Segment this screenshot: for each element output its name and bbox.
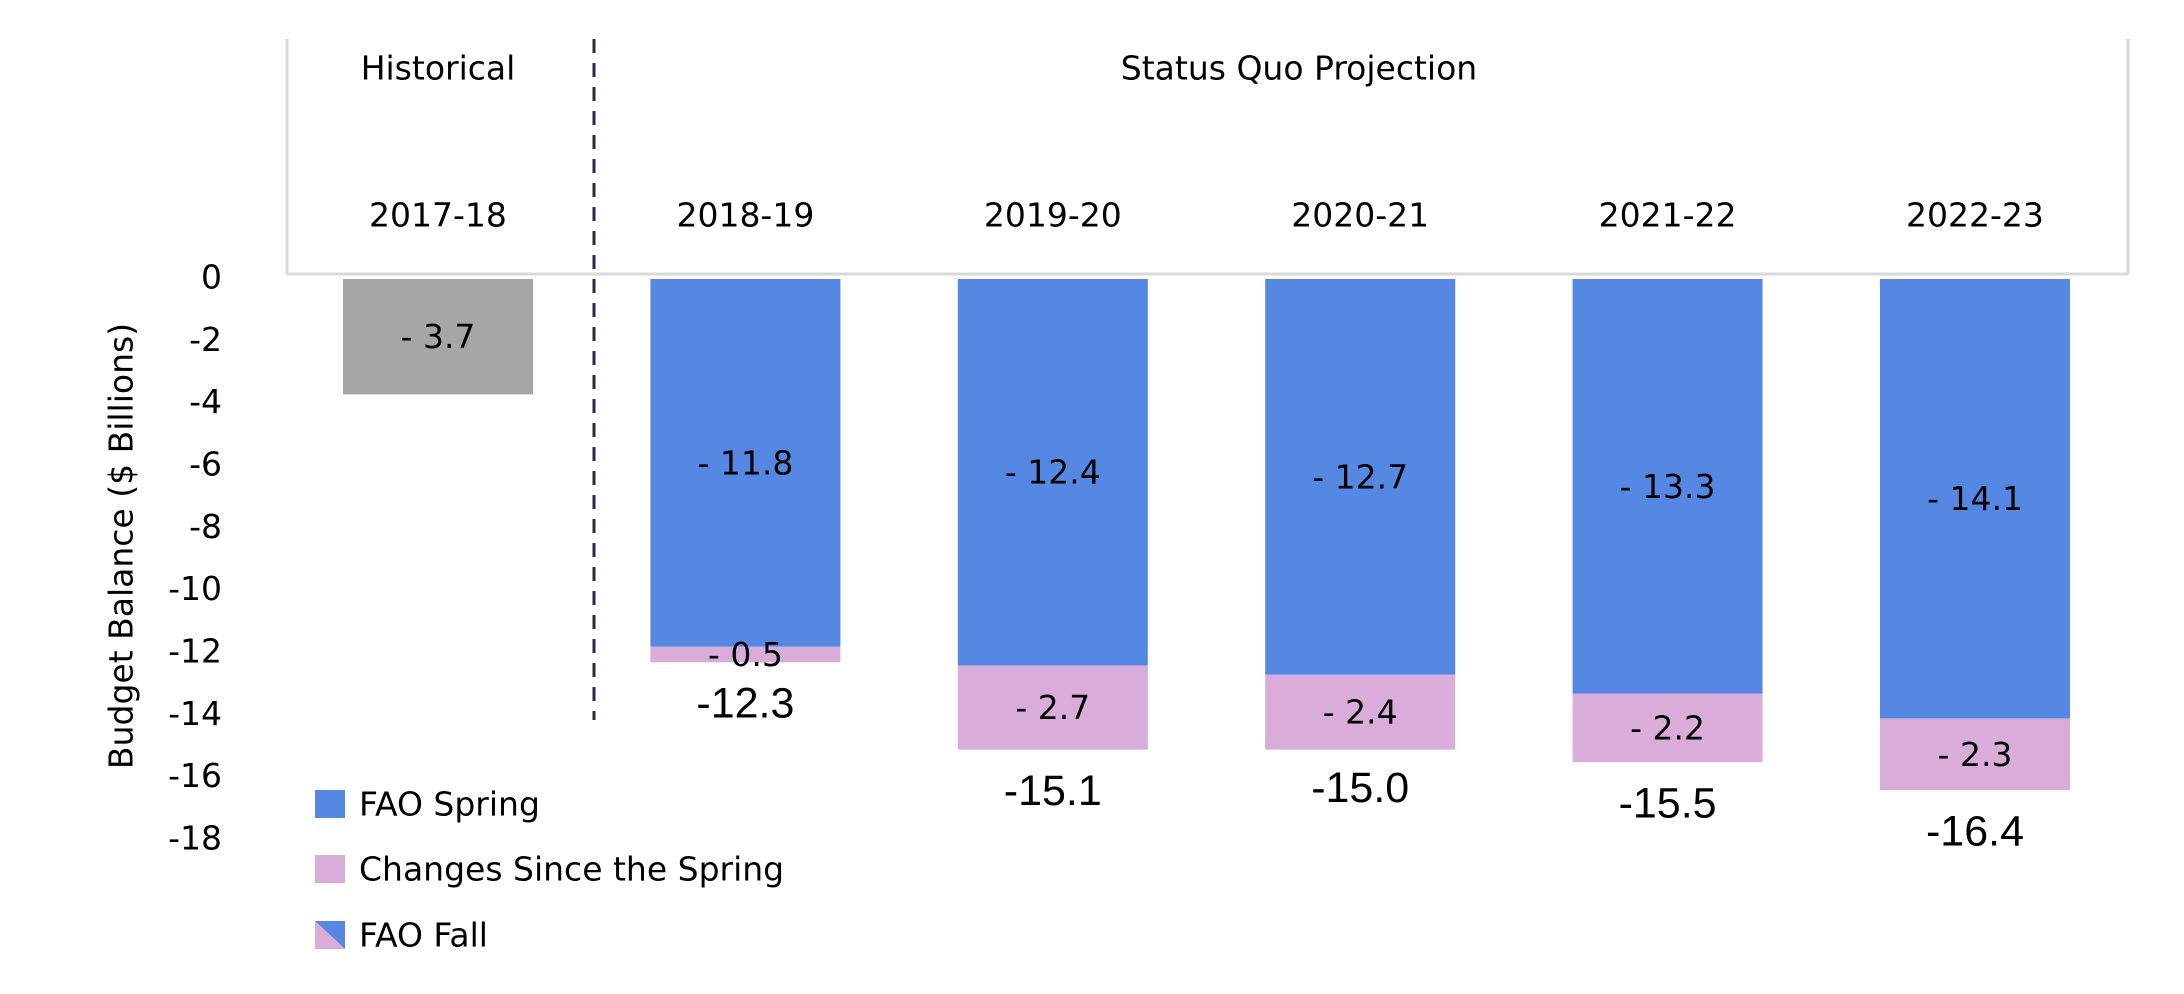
data-label: - 12.7: [1312, 457, 1408, 496]
legend-swatch: [315, 921, 345, 949]
legend-label: Changes Since the Spring: [359, 850, 784, 889]
y-axis-title: Budget Balance ($ Billions): [102, 323, 141, 769]
total-label: -15.5: [1619, 779, 1717, 827]
legend-swatch: [315, 855, 345, 883]
legend-label: FAO Spring: [359, 785, 540, 824]
section-label: Historical: [361, 49, 516, 88]
data-label: - 13.3: [1620, 467, 1716, 506]
data-label: - 2.2: [1630, 708, 1705, 747]
y-tick-label: -14: [168, 694, 222, 733]
section-label: Status Quo Projection: [1121, 49, 1477, 88]
y-tick-label: -4: [189, 382, 222, 421]
data-label: - 11.8: [697, 443, 793, 482]
data-label: - 2.7: [1015, 688, 1090, 727]
bar-segment: [650, 646, 841, 663]
bar-segment: [957, 279, 1148, 666]
y-tick-label: 0: [201, 258, 222, 297]
x-tick-label: 2018-19: [676, 196, 814, 235]
data-label: - 12.4: [1005, 453, 1101, 492]
data-label: - 0.5: [708, 635, 783, 674]
y-tick-label: -12: [168, 632, 222, 671]
legend-label: FAO Fall: [359, 916, 488, 955]
x-tick-label: 2022-23: [1906, 196, 2044, 235]
bar-segment: [1265, 674, 1456, 750]
x-tick-label: 2021-22: [1599, 196, 1737, 235]
bar-segment: [1572, 279, 1763, 694]
bar-segment: [957, 665, 1148, 750]
bar-segment: [1880, 279, 2070, 719]
y-tick-label: -8: [189, 507, 222, 546]
data-label: - 2.4: [1323, 693, 1398, 732]
bar-segment: [650, 279, 841, 647]
legend-swatch: [315, 790, 345, 818]
bar-segment: [1572, 693, 1763, 763]
y-tick-label: -18: [168, 819, 222, 858]
total-label: -12.3: [696, 680, 794, 728]
data-label: - 3.7: [401, 317, 476, 356]
x-tick-label: 2017-18: [369, 196, 507, 235]
total-label: -15.1: [1004, 767, 1102, 815]
bar-segment: [1265, 279, 1456, 675]
total-label: -15.0: [1311, 764, 1409, 812]
y-tick-label: -2: [189, 320, 222, 359]
y-tick-label: -6: [189, 445, 222, 484]
data-label: - 14.1: [1927, 479, 2023, 518]
x-tick-label: 2020-21: [1291, 196, 1429, 235]
data-label: - 2.3: [1938, 735, 2013, 774]
y-tick-label: -16: [168, 756, 222, 795]
bar-segment: [343, 279, 533, 395]
total-label: -16.4: [1926, 807, 2024, 855]
bar-segment: [1880, 718, 2070, 791]
x-tick-label: 2019-20: [984, 196, 1122, 235]
y-tick-label: -10: [168, 569, 222, 608]
